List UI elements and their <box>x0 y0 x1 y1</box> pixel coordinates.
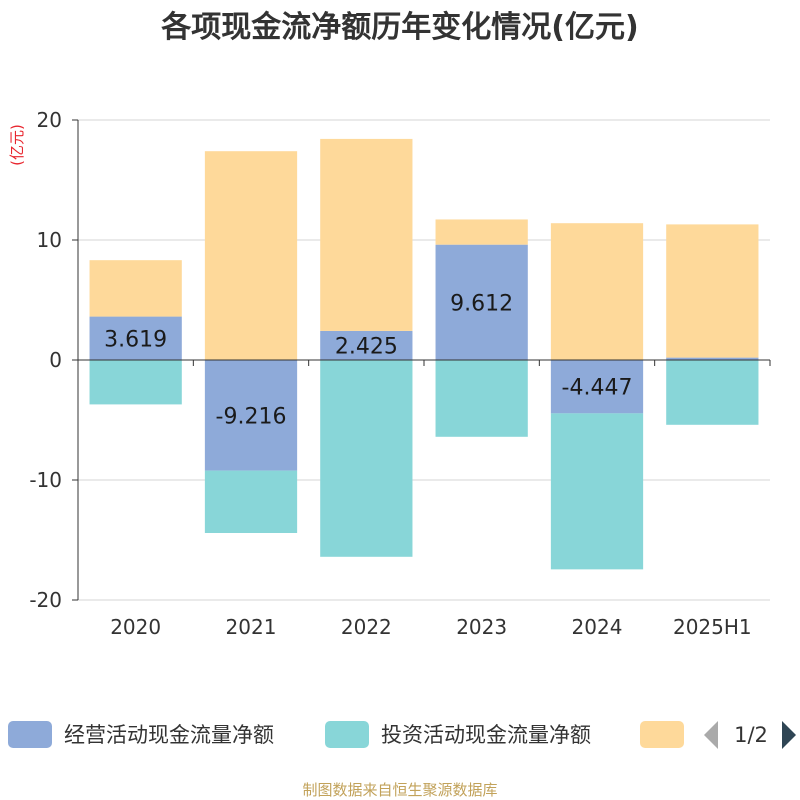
x-tick-label: 2021 <box>226 615 277 639</box>
bar-value-label: 3.619 <box>104 327 167 352</box>
y-tick-label: -20 <box>29 588 62 612</box>
bar-series-1-2025H1 <box>666 360 759 425</box>
bar-series-1-2022 <box>320 360 413 557</box>
bar-value-label: -4.447 <box>562 376 633 401</box>
legend-item-1[interactable]: 投资活动现金流量净额 <box>325 721 591 748</box>
y-tick-label: -10 <box>29 468 62 492</box>
bar-series-0-2025H1 <box>666 357 759 360</box>
bar-series-0-2022 <box>320 330 413 360</box>
x-tick-label: 2022 <box>341 615 392 639</box>
bar-series-0-2020 <box>89 316 182 360</box>
legend-item-0[interactable]: 经营活动现金流量净额 <box>8 721 274 748</box>
legend-next-page-icon[interactable] <box>782 721 796 749</box>
bar-series-2-2024 <box>550 223 644 360</box>
bar-series-1-2024 <box>550 413 644 570</box>
bar-series-0-2023 <box>435 244 528 360</box>
chart-title: 各项现金流净额历年变化情况(亿元) <box>160 10 638 45</box>
axes: 20 10 0 -10 -20 2020 2021 2022 2023 2024 2025H1 <box>29 108 771 639</box>
bar-series-1-2020 <box>89 360 182 405</box>
bar-series-2-2020 <box>89 260 182 317</box>
legend-page-indicator: 1/2 <box>734 723 768 747</box>
source-note: 制图数据来自恒生聚源数据库 <box>302 781 497 799</box>
bar-series-2-2021 <box>204 151 298 360</box>
legend-swatch <box>325 721 369 748</box>
bar-value-label: 9.612 <box>450 291 513 316</box>
legend-prev-page-icon[interactable] <box>704 721 718 749</box>
x-tick-label: 2025H1 <box>673 615 752 639</box>
bar-series-0-2024 <box>550 360 644 414</box>
x-tick-label: 2024 <box>572 615 623 639</box>
bar-series-1-2023 <box>435 360 528 437</box>
x-tick-label: 2020 <box>110 615 161 639</box>
x-tick-label: 2023 <box>456 615 507 639</box>
legend: 经营活动现金流量净额 投资活动现金流量净额 1/2 <box>8 721 796 749</box>
bar-series-2-2023 <box>435 219 528 245</box>
legend-swatch <box>8 721 52 748</box>
y-axis-unit: (亿元) <box>8 124 26 166</box>
legend-label: 投资活动现金流量净额 <box>381 723 591 747</box>
legend-item-2[interactable] <box>640 721 684 748</box>
bar-series-0-2021 <box>204 360 298 471</box>
bar-value-label: 2.425 <box>335 334 398 359</box>
bar-value-label: -9.216 <box>216 404 287 429</box>
legend-label: 经营活动现金流量净额 <box>64 723 274 747</box>
bar-series-1-2021 <box>204 470 298 533</box>
y-tick-label: 0 <box>49 348 62 372</box>
y-tick-label: 20 <box>37 108 62 132</box>
legend-swatch <box>640 721 684 748</box>
bar-series-2-2025H1 <box>666 224 759 358</box>
bars <box>89 138 759 570</box>
y-tick-label: 10 <box>37 228 62 252</box>
bar-labels: 3.619 -9.216 2.425 9.612 -4.447 <box>104 291 632 429</box>
bar-series-2-2022 <box>320 138 413 331</box>
